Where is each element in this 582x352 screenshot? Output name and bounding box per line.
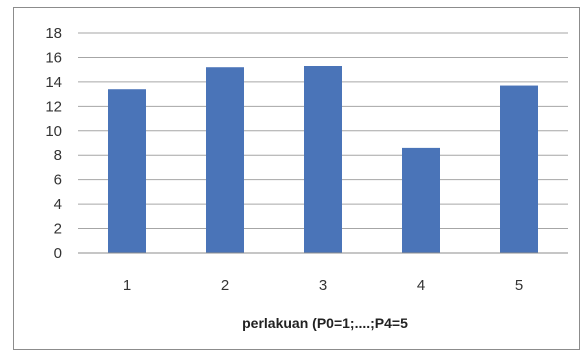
bar [206,67,244,253]
bar [500,85,538,253]
y-tick-label: 0 [54,245,62,262]
bars [108,66,538,253]
x-tick-label: 2 [221,277,229,294]
y-tick-label: 10 [45,123,62,140]
x-tick-label: 5 [515,277,523,294]
chart-frame [13,7,580,350]
y-tick-label: 6 [54,172,62,189]
bar [402,147,440,253]
bar [108,89,146,253]
y-tick-label: 2 [54,221,62,238]
y-tick-label: 8 [54,147,62,164]
x-axis-label: perlakuan (P0=1;....;P4=5 [242,315,408,331]
x-tick-label: 1 [123,277,131,294]
x-tick-label: 4 [417,277,425,294]
x-tick-label: 3 [319,277,327,294]
y-tick-label: 12 [45,98,62,115]
y-tick-label: 4 [54,196,62,213]
bar [304,66,342,253]
y-tick-label: 14 [45,74,62,91]
y-axis-ticks: 0 2 4 6 8 10 12 14 16 18 [45,25,62,262]
y-tick-label: 16 [45,49,62,66]
x-axis-ticks: 1 2 3 4 5 [123,277,523,294]
y-tick-label: 18 [45,25,62,42]
